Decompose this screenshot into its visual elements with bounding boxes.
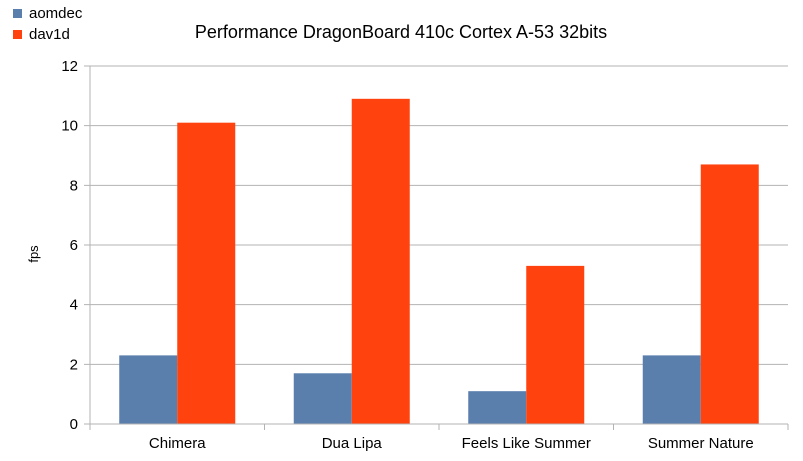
y-tick-label: 6 xyxy=(70,237,78,254)
y-axis-label: fps xyxy=(26,245,41,263)
legend-swatch xyxy=(13,9,22,18)
bar-aomdec xyxy=(468,391,527,424)
y-tick-label: 2 xyxy=(70,356,78,373)
bar-aomdec xyxy=(642,355,701,424)
legend-label: aomdec xyxy=(29,5,83,22)
legend-swatch xyxy=(13,30,22,39)
x-tick-label: Chimera xyxy=(149,435,206,452)
bar-dav1d xyxy=(700,164,759,424)
legend-label: dav1d xyxy=(29,26,70,43)
y-tick-label: 10 xyxy=(61,118,78,135)
bars xyxy=(119,98,759,425)
bar-dav1d xyxy=(526,265,585,424)
x-tick-label: Summer Nature xyxy=(648,435,754,452)
legend: aomdec dav1d xyxy=(13,5,83,43)
axes: 0 2 4 6 8 10 12 Chimera Dua Lipa Feels Like Summe… xyxy=(61,58,789,452)
x-tick-label: Feels Like Summer xyxy=(462,435,591,452)
bar-aomdec xyxy=(293,373,352,424)
x-tick-label: Dua Lipa xyxy=(322,435,383,452)
y-tick-label: 4 xyxy=(70,297,78,314)
chart-title: Performance DragonBoard 410c Cortex A-53… xyxy=(195,22,607,42)
bar-aomdec xyxy=(119,355,178,424)
y-tick-label: 12 xyxy=(61,58,78,75)
bar-dav1d xyxy=(351,98,410,425)
y-tick-label: 8 xyxy=(70,177,78,194)
y-tick-label: 0 xyxy=(70,416,78,433)
bar-dav1d xyxy=(177,122,236,424)
